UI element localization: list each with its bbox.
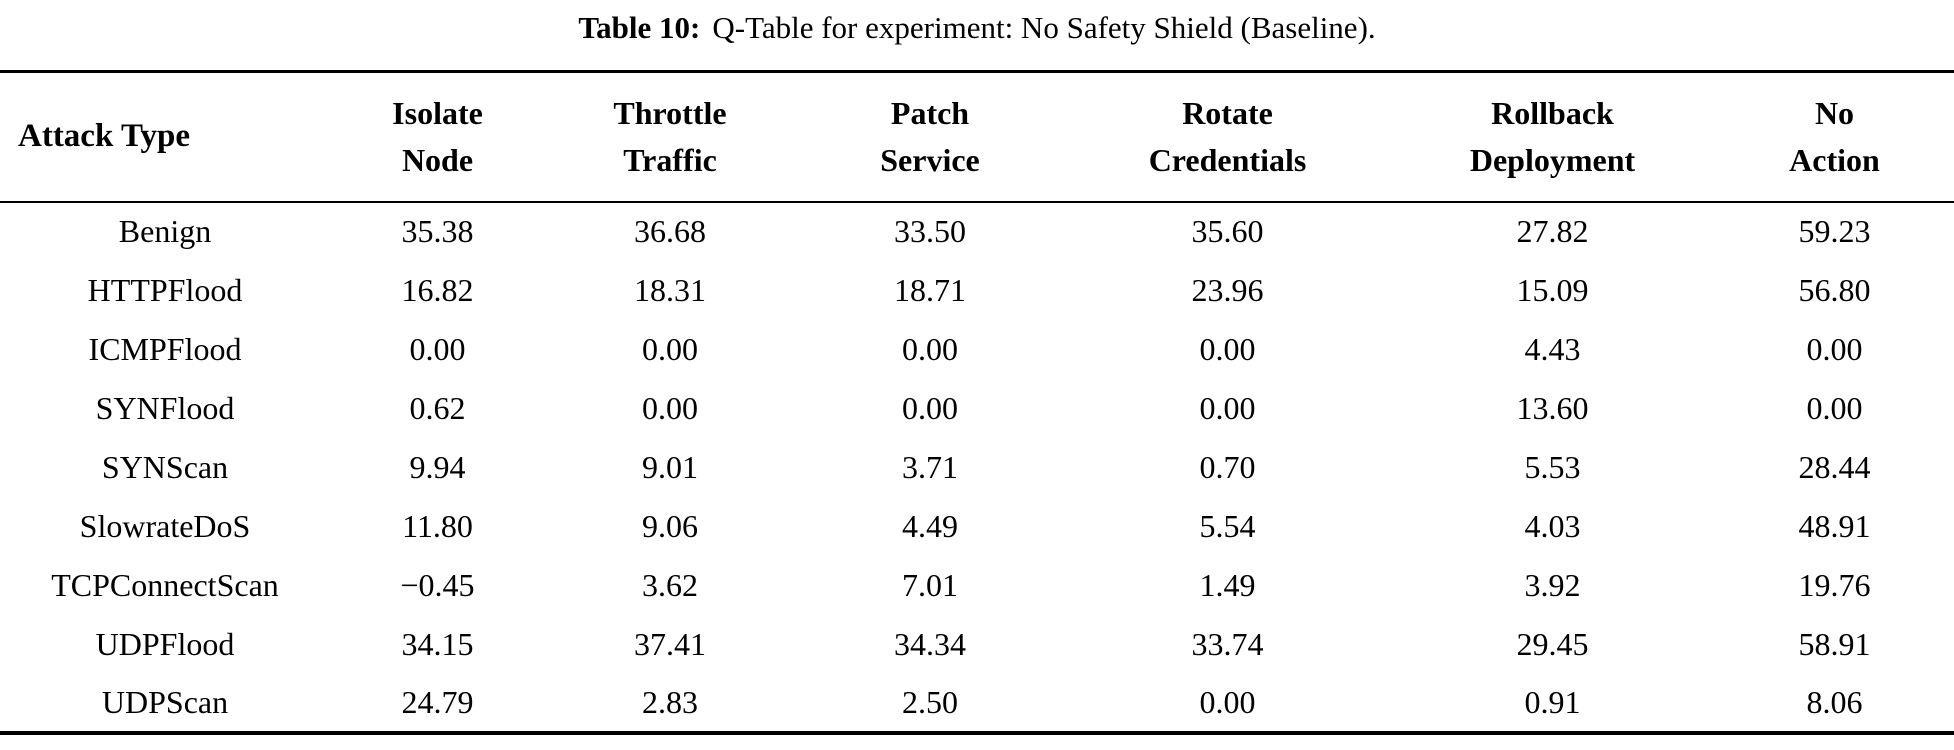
header-line-1: Patch: [890, 95, 970, 132]
q-value-cell: 33.50: [894, 213, 966, 249]
q-value-cell: 7.01: [902, 566, 958, 603]
table-row-icmpflood: ICMPFlood 0.00 0.00 0.00 0.00 4.43 0.00: [0, 320, 1954, 379]
q-value-cell: 33.74: [1191, 625, 1264, 662]
header-line-2: Credentials: [1148, 141, 1307, 178]
header-no-action: No Action: [1715, 72, 1954, 202]
attack-type-cell: TCPConnectScan: [51, 566, 279, 603]
q-value-cell: 1.49: [1199, 566, 1256, 603]
q-value-cell: 0.00: [1199, 389, 1256, 426]
q-value-cell: 9.01: [642, 448, 698, 485]
q-value-cell: 34.15: [401, 625, 474, 662]
header-line-1: Isolate: [392, 95, 483, 132]
q-value-cell: 0.00: [1199, 330, 1256, 367]
q-value-cell: 3.92: [1524, 566, 1581, 603]
q-value-cell: 3.71: [902, 448, 958, 485]
table-row-udpflood: UDPFlood 34.15 37.41 34.34 33.74 29.45 5…: [0, 615, 1954, 674]
table-row-slowratedos: SlowrateDoS 11.80 9.06 4.49 5.54 4.03 48…: [0, 497, 1954, 556]
header-row: Attack Type Isolate Node Throttle Traffi…: [0, 72, 1954, 202]
q-value-cell: 13.60: [1516, 389, 1589, 426]
q-value-cell: 0.00: [902, 389, 958, 426]
q-value-cell: 18.31: [634, 271, 706, 308]
header-line-1: Rollback: [1491, 95, 1614, 132]
header-attack-type: Attack Type: [18, 117, 191, 154]
header-throttle-traffic: Throttle Traffic: [545, 72, 795, 202]
header-patch-service: Patch Service: [795, 72, 1065, 202]
q-value-cell: 37.41: [634, 625, 706, 662]
header-line-2: Action: [1789, 141, 1880, 178]
attack-type-cell: SYNScan: [101, 448, 229, 485]
q-value-cell: 15.09: [1516, 271, 1589, 308]
q-value-cell: 27.82: [1516, 213, 1589, 249]
q-value-cell: 5.54: [1199, 507, 1256, 544]
header-line-2: Service: [880, 141, 980, 178]
q-value-cell: 19.76: [1798, 566, 1871, 603]
attack-type-cell: UDPScan: [101, 683, 229, 720]
attack-type-cell: HTTPFlood: [87, 271, 243, 308]
q-value-cell: 0.00: [409, 330, 466, 367]
q-value-cell: 18.71: [894, 271, 966, 308]
q-value-cell: 56.80: [1798, 271, 1871, 308]
q-value-cell: 0.70: [1199, 448, 1256, 485]
q-value-cell: 48.91: [1798, 507, 1871, 544]
q-value-cell: 36.68: [634, 213, 706, 249]
q-value-cell: 11.80: [402, 507, 473, 544]
q-value-cell: 0.00: [642, 330, 698, 367]
q-value-cell: 4.49: [902, 507, 958, 544]
q-value-cell: 0.00: [1806, 330, 1863, 367]
q-value-cell: 8.06: [1806, 683, 1863, 720]
table-row-synscan: SYNScan 9.94 9.01 3.71 0.70 5.53 28.44: [0, 438, 1954, 497]
q-value-cell: 34.34: [894, 625, 966, 662]
q-value-cell: 35.38: [401, 213, 474, 249]
q-value-cell: 5.53: [1524, 448, 1581, 485]
q-value-cell: 9.94: [409, 448, 466, 485]
q-value-cell: 23.96: [1191, 271, 1264, 308]
header-line-2: Traffic: [623, 141, 717, 178]
header-line-1: Rotate: [1182, 95, 1273, 132]
table-caption-text: Q-Table for experiment: No Safety Shield…: [712, 10, 1376, 45]
table-row-udpscan: UDPScan 24.79 2.83 2.50 0.00 0.91 8.06: [0, 674, 1954, 733]
q-value-cell: 4.43: [1524, 330, 1581, 367]
q-value-cell: 3.62: [642, 566, 698, 603]
table-row-tcpconnectscan: TCPConnectScan −0.45 3.62 7.01 1.49 3.92…: [0, 556, 1954, 615]
q-value-cell: 9.06: [642, 507, 698, 544]
q-value-cell: 0.62: [409, 389, 466, 426]
q-value-cell: 2.83: [642, 683, 698, 720]
header-rotate-credentials: Rotate Credentials: [1065, 72, 1390, 202]
header-line-2: Node: [401, 141, 474, 178]
attack-type-cell: ICMPFlood: [88, 330, 242, 367]
header-isolate-node: Isolate Node: [330, 72, 545, 202]
q-value-cell: 28.44: [1798, 448, 1871, 485]
header-line-1: No: [1814, 95, 1855, 132]
header-rollback-deployment: Rollback Deployment: [1390, 72, 1715, 202]
q-value-cell: 59.23: [1798, 213, 1871, 249]
q-value-cell: 0.00: [1806, 389, 1863, 426]
q-value-cell: 0.00: [642, 389, 698, 426]
table-row-httpflood: HTTPFlood 16.82 18.31 18.71 23.96 15.09 …: [0, 261, 1954, 320]
attack-type-cell: UDPFlood: [95, 625, 235, 662]
q-table: Attack Type Isolate Node Throttle Traffi…: [0, 70, 1954, 735]
q-value-cell: 16.82: [401, 271, 474, 308]
q-value-cell: 58.91: [1798, 625, 1871, 662]
q-value-cell: −0.45: [400, 566, 475, 603]
q-value-cell: 29.45: [1516, 625, 1589, 662]
table-caption-label: Table 10:: [578, 10, 701, 45]
attack-type-cell: SYNFlood: [95, 389, 235, 426]
q-value-cell: 2.50: [902, 683, 958, 720]
q-value-cell: 0.00: [902, 330, 958, 367]
attack-type-cell: SlowrateDoS: [79, 507, 251, 544]
q-value-cell: 24.79: [401, 683, 474, 720]
q-value-cell: 35.60: [1191, 213, 1264, 249]
q-value-cell: 4.03: [1524, 507, 1581, 544]
table-row-synflood: SYNFlood 0.62 0.00 0.00 0.00 13.60 0.00: [0, 379, 1954, 438]
q-value-cell: 0.00: [1199, 683, 1256, 720]
header-line-2: Deployment: [1469, 141, 1636, 178]
table-caption: Table 10: Q-Table for experiment: No Safe…: [0, 0, 1954, 70]
q-value-cell: 0.91: [1524, 683, 1581, 720]
table-row-benign: Benign 35.38 36.68 33.50 35.60 27.82 59.…: [0, 202, 1954, 261]
header-line-1: Throttle: [613, 95, 727, 132]
attack-type-cell: Benign: [118, 213, 212, 249]
